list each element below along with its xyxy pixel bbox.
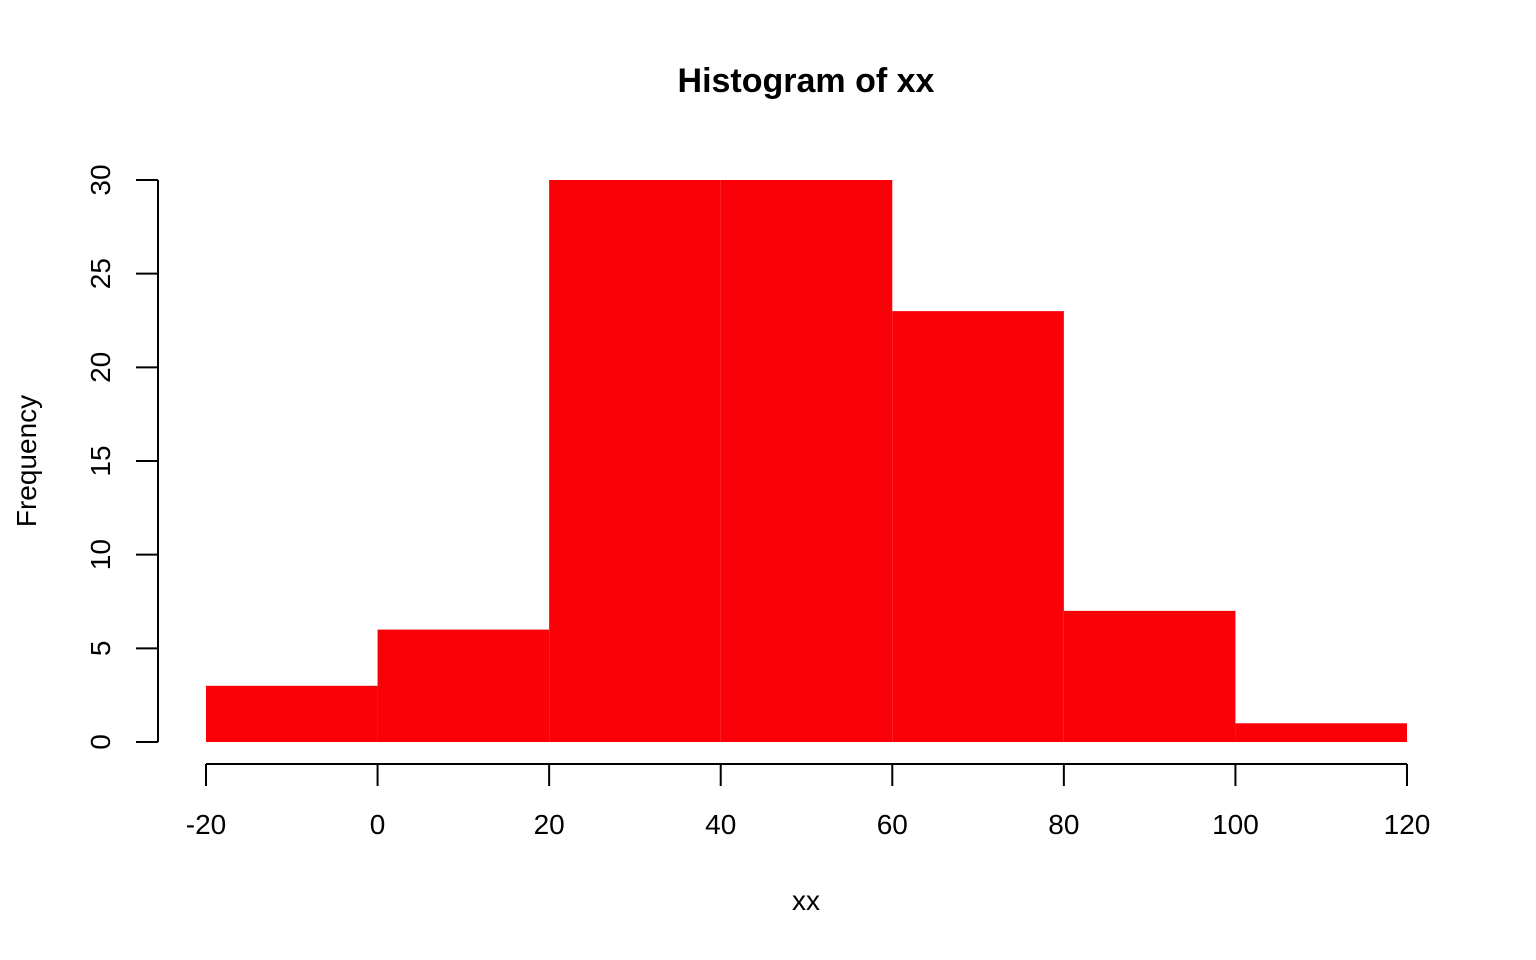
y-tick-label: 5 (85, 641, 116, 657)
bars-group (206, 180, 1407, 742)
histogram-bar-1 (377, 629, 550, 742)
x-tick-label: 100 (1212, 809, 1259, 840)
x-tick-label: 80 (1048, 809, 1079, 840)
y-tick-label: 15 (85, 445, 116, 476)
histogram-bar-5 (1063, 610, 1236, 742)
y-tick-label: 20 (85, 352, 116, 383)
y-tick-label: 25 (85, 258, 116, 289)
x-tick-label: -20 (186, 809, 226, 840)
y-axis: 0 5 10 15 20 25 30 (85, 164, 159, 750)
histogram-bar-3 (720, 180, 893, 742)
y-axis-label: Frequency (11, 395, 42, 527)
x-tick-label: 20 (534, 809, 565, 840)
x-tick-label: 120 (1384, 809, 1431, 840)
y-tick-label: 0 (85, 734, 116, 750)
x-axis: -20 0 20 40 60 80 100 120 (186, 763, 1431, 840)
histogram-bar-2 (549, 180, 721, 742)
x-tick-label: 0 (370, 809, 386, 840)
histogram-bar-4 (892, 311, 1064, 742)
histogram-bar-6 (1235, 723, 1407, 742)
chart-title: Histogram of xx (678, 62, 935, 100)
x-tick-label: 60 (877, 809, 908, 840)
histogram-bar-0 (206, 685, 378, 742)
y-tick-label: 30 (85, 164, 116, 195)
x-tick-label: 40 (705, 809, 736, 840)
x-axis-label: xx (792, 885, 820, 916)
y-tick-label: 10 (85, 539, 116, 570)
